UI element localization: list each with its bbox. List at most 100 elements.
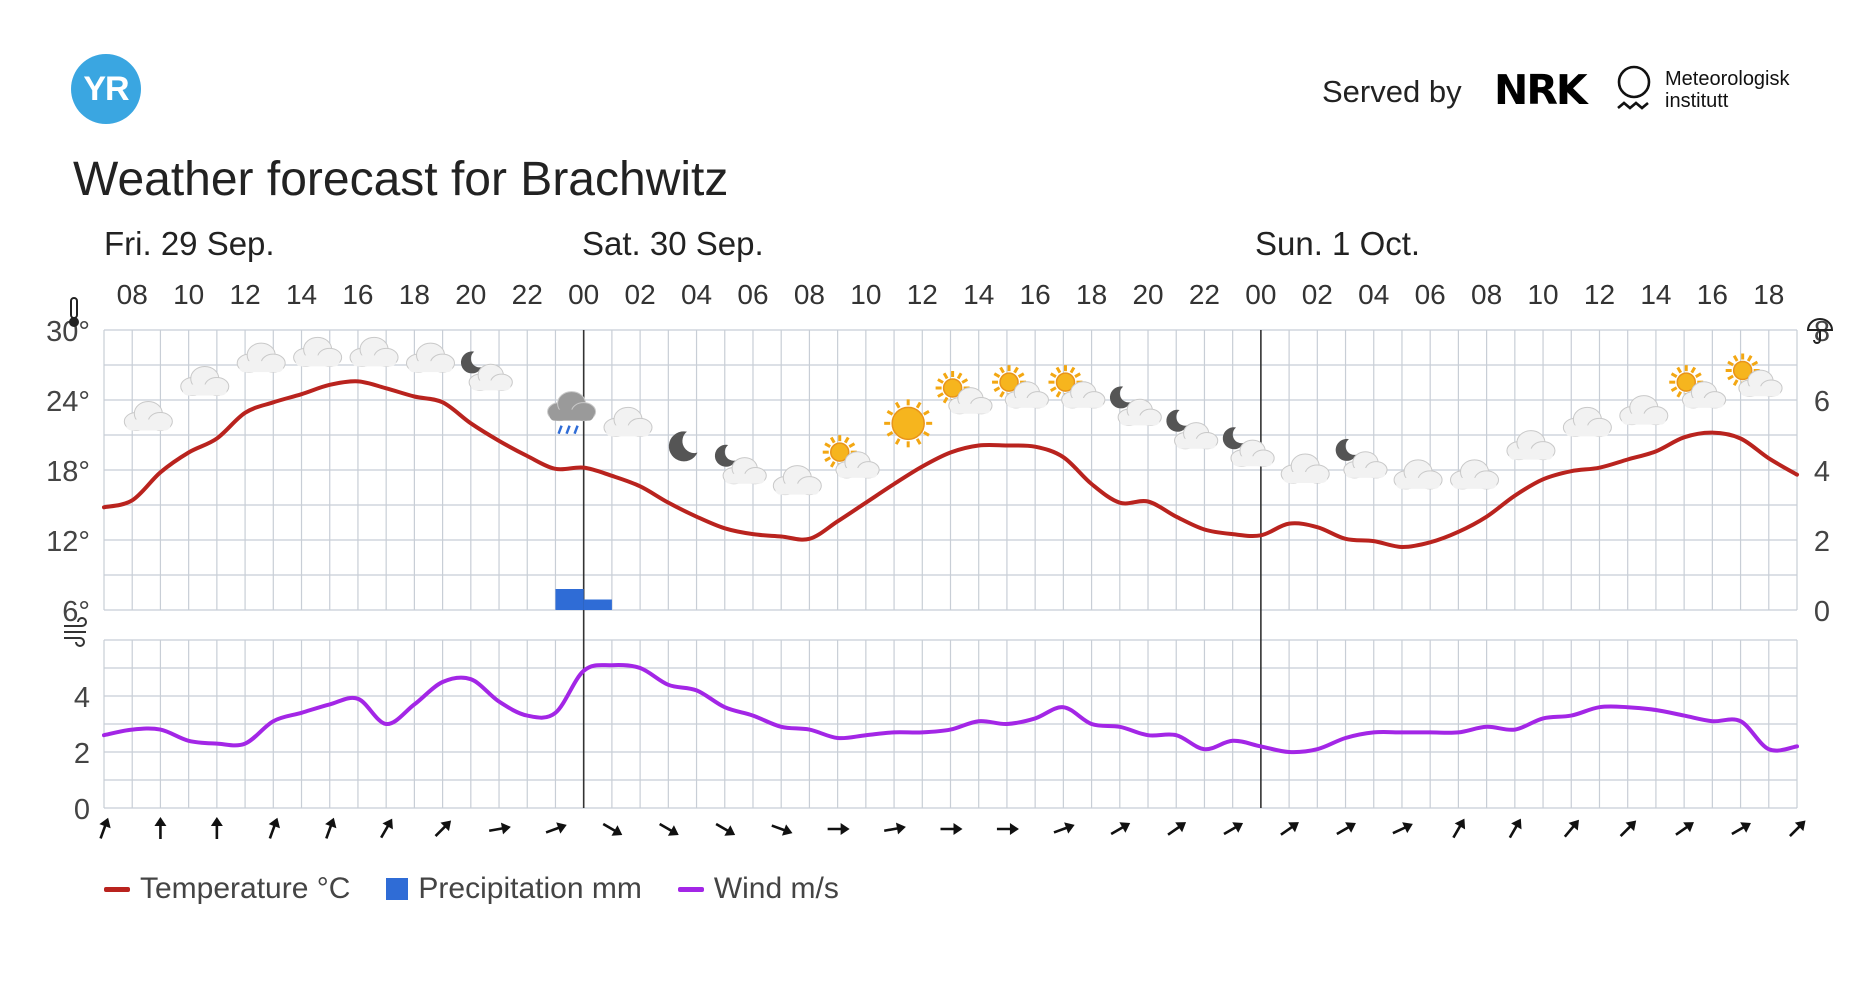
- sun-ray: [894, 401, 901, 409]
- legend-precipitation: Precipitation mm: [386, 872, 642, 906]
- legend-precipitation-swatch: [386, 878, 409, 900]
- partly-cloudy-night-icon: [1335, 438, 1388, 479]
- cloud-part: [606, 425, 651, 437]
- sun-ray: [848, 442, 856, 448]
- sun-ray: [829, 460, 836, 468]
- moon-shape: [1166, 409, 1188, 432]
- met-line1: Meteorologisk: [1665, 68, 1790, 90]
- hour-label: 14: [963, 279, 994, 310]
- sun-ray: [915, 401, 922, 409]
- umbrella-handle: [1813, 330, 1821, 344]
- legend-temperature-label: Temperature °C: [140, 872, 351, 905]
- partly-cloudy-day-icon: [1048, 365, 1106, 409]
- page-title: Weather forecast for Brachwitz: [73, 153, 729, 206]
- cloud-part: [182, 384, 227, 396]
- sun-ray: [1727, 374, 1734, 381]
- chart-legend: Temperature °C Precipitation mm Wind m/s: [104, 872, 839, 906]
- hour-label: 18: [399, 279, 430, 310]
- arrow-head: [325, 817, 337, 829]
- cloud-part: [352, 355, 397, 367]
- cloud-part: [295, 355, 340, 367]
- thermometer-icon: [69, 297, 79, 327]
- sun-ray: [824, 442, 831, 448]
- wind-direction-arrow: [154, 817, 167, 839]
- cloud-part: [724, 473, 765, 484]
- wind-direction-arrow: [434, 820, 452, 837]
- arrow-head: [210, 817, 223, 826]
- moon-shape: [668, 431, 698, 462]
- wind-direction-arrow: [1280, 822, 1299, 836]
- wind-direction-arrow: [325, 817, 337, 839]
- met-institute-logo[interactable]: Meteorologisk institutt: [1665, 68, 1790, 112]
- rain-icon: [547, 391, 597, 435]
- wind-direction-arrow: [268, 817, 280, 839]
- cloudy-icon: [180, 366, 230, 396]
- cloudy-icon: [1450, 459, 1500, 490]
- arrow-head: [1511, 818, 1522, 830]
- hour-label: 18: [1753, 279, 1784, 310]
- hour-label: 12: [907, 279, 938, 310]
- temperature-series: [102, 379, 1799, 550]
- hour-label: 02: [625, 279, 656, 310]
- sun-ray: [1017, 372, 1025, 378]
- wind-direction-arrow: [771, 824, 793, 836]
- sun-ray: [843, 436, 850, 444]
- wind-direction-arrow: [488, 822, 511, 835]
- sun-ray: [886, 431, 894, 437]
- hour-label: 16: [1020, 279, 1051, 310]
- cloudy-icon: [1562, 406, 1612, 437]
- cloud-part: [1621, 413, 1666, 425]
- cloud-part: [1283, 472, 1328, 483]
- rain-drop: [573, 425, 579, 435]
- cloudy-icon: [236, 342, 286, 373]
- arrow-head: [953, 823, 963, 835]
- cloud-part: [775, 483, 820, 495]
- hour-label: 06: [1415, 279, 1446, 310]
- cloud-part: [1063, 397, 1104, 408]
- arrow-head: [1064, 822, 1075, 834]
- wind-direction-arrow: [99, 817, 111, 839]
- moon-shape: [714, 444, 736, 467]
- sun-ray: [1055, 366, 1062, 374]
- arrow-head: [781, 824, 793, 836]
- wind-direction-arrow: [1452, 818, 1466, 839]
- arrow-head: [1402, 822, 1413, 834]
- sun-ray: [1050, 372, 1057, 378]
- cloud-part: [1452, 477, 1497, 489]
- hour-label: 08: [117, 279, 148, 310]
- legend-temperature-swatch: [104, 886, 130, 892]
- arrow-head: [611, 825, 623, 836]
- hour-label: 04: [681, 279, 712, 310]
- sun-disc: [1732, 360, 1753, 381]
- hour-label: 14: [286, 279, 317, 310]
- cloud-part: [408, 361, 453, 373]
- legend-wind: Wind m/s: [677, 872, 839, 906]
- sun-ray: [1676, 366, 1683, 374]
- wind-direction-arrow: [1167, 822, 1187, 836]
- wind-direction-arrow: [1563, 819, 1579, 838]
- nrk-logo[interactable]: NRK: [1494, 66, 1588, 114]
- wind-direction-arrow: [380, 818, 393, 839]
- temperature-tick-label: 24°: [46, 386, 90, 418]
- thermometer-stem: [70, 297, 78, 319]
- hour-label: 16: [342, 279, 373, 310]
- cloudy-icon: [405, 342, 455, 373]
- partly-cloudy-day-icon: [822, 435, 880, 479]
- sun-disc: [942, 378, 963, 398]
- cloudy-icon: [293, 336, 343, 367]
- arrow-head: [1175, 822, 1187, 833]
- cloud-part: [1396, 477, 1441, 489]
- cloud-part: [1176, 438, 1216, 449]
- yr-logo[interactable]: YR: [71, 54, 141, 124]
- arrow-head: [440, 820, 452, 832]
- partly-cloudy-night-icon: [1222, 427, 1275, 467]
- day-label: Sun. 1 Oct.: [1255, 225, 1420, 262]
- arrow-head: [500, 822, 511, 835]
- sun-ray: [923, 431, 930, 437]
- cloud-part: [837, 467, 878, 478]
- sun-ray: [824, 456, 831, 462]
- partly-cloudy-night-icon: [460, 351, 513, 391]
- sun-ray: [1670, 386, 1678, 392]
- partly-cloudy-night-icon: [714, 444, 767, 485]
- precipitation-bar: [583, 599, 612, 610]
